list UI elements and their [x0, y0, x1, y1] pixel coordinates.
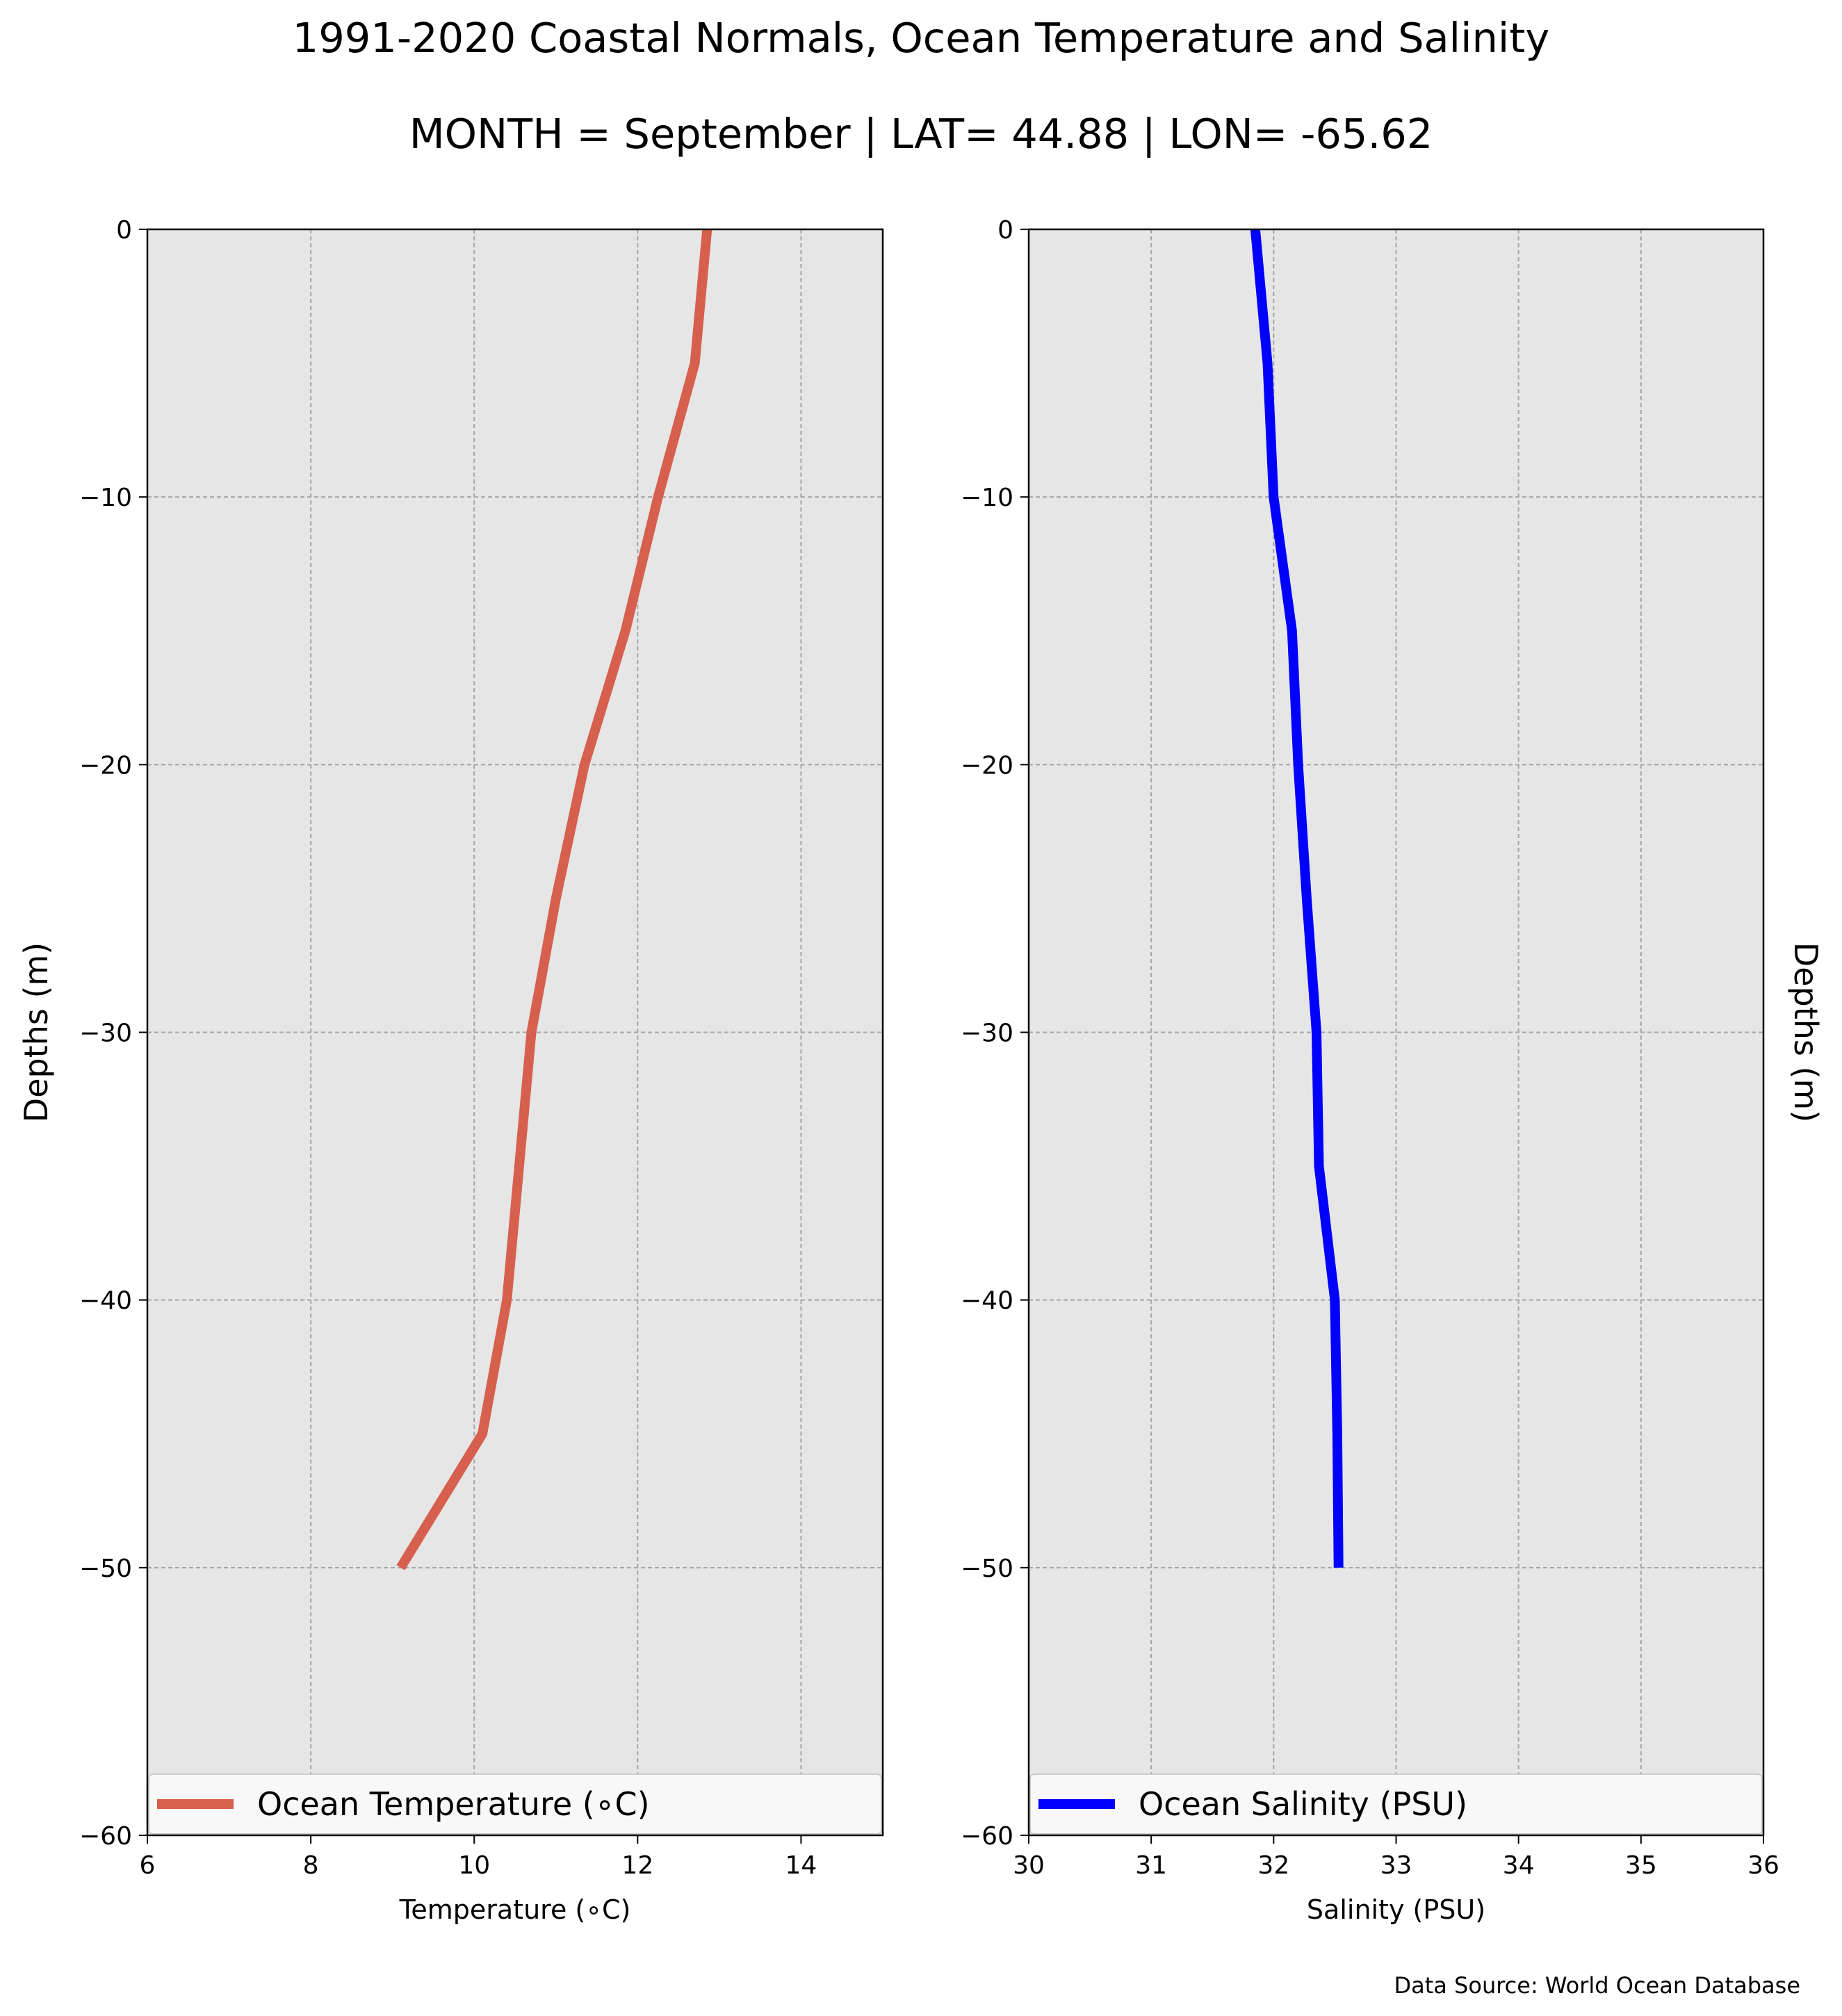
legend-label: Ocean Salinity (PSU): [1139, 1785, 1467, 1823]
x-tick-label: 6: [140, 1851, 156, 1880]
y-tick-label: −30: [961, 1019, 1013, 1048]
legend-box: [148, 1773, 882, 1835]
y-tick-label: −10: [961, 484, 1013, 512]
x-axis-label: Temperature (∘C): [399, 1894, 631, 1925]
y-tick-label: −60: [961, 1822, 1013, 1851]
x-tick-label: 8: [303, 1851, 319, 1880]
y-tick-label: −40: [961, 1287, 1013, 1316]
legend-box: [1029, 1773, 1763, 1835]
y-tick-label: 0: [997, 216, 1013, 245]
y-tick-label: −50: [961, 1555, 1013, 1583]
y-axis-label: Depths (m): [17, 942, 55, 1122]
plot-area: [147, 229, 883, 1835]
x-tick-label: 10: [458, 1851, 490, 1880]
y-tick-label: −10: [79, 484, 132, 512]
plot-panel-1: Ocean Temperature (∘C) 6 8 10 12 14 0 −10 −20 −30…: [17, 216, 884, 1925]
x-tick-label: 35: [1625, 1851, 1657, 1880]
y-tick-label: −60: [79, 1822, 132, 1851]
y-tick-label: −40: [79, 1287, 132, 1316]
y-tick-label: 0: [116, 216, 132, 245]
y-tick-label: −20: [961, 751, 1013, 780]
x-tick-label: 33: [1380, 1851, 1412, 1880]
series-line: [396, 229, 712, 1571]
x-tick-label: 31: [1135, 1851, 1167, 1880]
data-source-note: Data Source: World Ocean Database: [1394, 1972, 1800, 1999]
y-tick-label: −50: [79, 1555, 132, 1583]
y-tick-label: −20: [79, 751, 132, 780]
x-tick-label: 12: [621, 1851, 653, 1880]
series-line: [1250, 229, 1344, 1568]
x-tick-label: 30: [1013, 1851, 1045, 1880]
x-tick-label: 34: [1503, 1851, 1535, 1880]
chart-title: 1991-2020 Coastal Normals, Ocean Tempera…: [292, 14, 1550, 62]
y-axis-label: Depths (m): [1787, 942, 1825, 1122]
chart-subtitle: MONTH = September | LAT= 44.88 | LON= -6…: [409, 110, 1433, 158]
x-tick-label: 36: [1747, 1851, 1779, 1880]
y-tick-label: −30: [79, 1019, 132, 1048]
x-axis-label: Salinity (PSU): [1307, 1894, 1485, 1925]
x-tick-label: 14: [785, 1851, 817, 1880]
plot-panel-2: Ocean Salinity (PSU) 30 31 32 33 34 35 36 0 −10 −2…: [961, 216, 1825, 1925]
x-tick-label: 32: [1257, 1851, 1289, 1880]
legend-label: Ocean Temperature (∘C): [257, 1785, 650, 1823]
